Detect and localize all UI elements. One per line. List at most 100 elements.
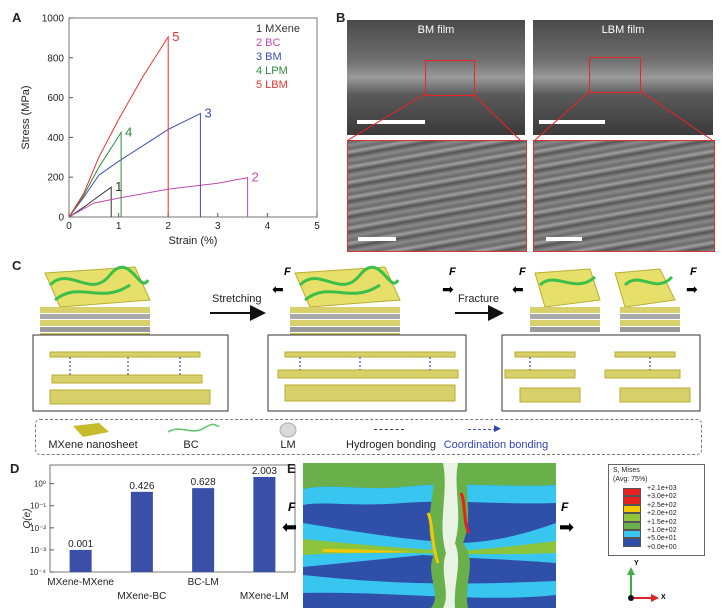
legend-level-label: +2.1e+03 bbox=[647, 485, 677, 492]
legend-entry-bm: 3 BM bbox=[256, 51, 282, 63]
mxene-nanosheet-icon bbox=[73, 423, 109, 437]
stretching-label: Stretching bbox=[212, 293, 262, 305]
stress-strain-chart: 0 1 2 3 4 5 0 200 400 600 800 1000 Strain (%) Stress … bbox=[20, 14, 320, 248]
bar-value-label: 2.003 bbox=[252, 466, 277, 477]
legend-mxene: MXene nanosheet bbox=[48, 439, 138, 451]
plot-frame bbox=[49, 464, 296, 573]
scale-bar bbox=[546, 237, 582, 241]
axis-triad bbox=[627, 567, 659, 602]
stress-contour-map bbox=[303, 463, 556, 608]
legend-level-label: +2.5e+02 bbox=[647, 501, 677, 509]
force-label-right: F bbox=[561, 500, 569, 514]
sem-zoom-bm bbox=[347, 140, 527, 252]
x-tick-label: 2 bbox=[165, 221, 171, 232]
legend-color-swatch bbox=[623, 496, 641, 505]
y-tick-label: 600 bbox=[47, 93, 64, 104]
x-tick-label: 0 bbox=[66, 221, 72, 232]
force-arrow-left-icon: ⬅ bbox=[282, 517, 298, 537]
x-tick-label: 4 bbox=[265, 221, 271, 232]
legend-level-label: +3.0e+02 bbox=[647, 493, 677, 501]
y-axis-label: Stress (MPa) bbox=[20, 85, 32, 149]
legend-bc: BC bbox=[183, 439, 199, 451]
x-tick-label: 3 bbox=[215, 221, 221, 232]
panel-label-a: A bbox=[12, 10, 22, 25]
force-label-left: F bbox=[288, 500, 296, 514]
series-line-mxene bbox=[68, 186, 112, 218]
legend-coordination-bonding: Coordination bonding bbox=[443, 439, 549, 451]
y-tick-label: 10⁻³ bbox=[30, 546, 46, 555]
bar-value-label: 0.628 bbox=[191, 477, 216, 488]
series-end-label: 5 bbox=[172, 29, 179, 44]
series-end-label: 3 bbox=[204, 106, 211, 121]
zoom-region-box bbox=[589, 57, 641, 93]
hydrogen-bond-line-icon bbox=[374, 429, 404, 430]
lm-droplet-icon bbox=[279, 422, 297, 438]
y-tick-label: 10⁻⁴ bbox=[29, 568, 46, 577]
y-tick-label: 400 bbox=[47, 133, 64, 144]
lbm-film-title: LBM film bbox=[601, 24, 645, 36]
film-stack-initial bbox=[40, 265, 151, 339]
panel-label-c: C bbox=[12, 258, 22, 273]
y-tick-label: 0 bbox=[58, 213, 64, 224]
y-tick-label: 10⁰ bbox=[34, 480, 46, 489]
legend-lm: LM bbox=[280, 439, 296, 451]
legend-color-swatch bbox=[623, 538, 641, 547]
x-category-label: MXene-MXene bbox=[47, 577, 114, 588]
legend-level-label: +1.0e+02 bbox=[647, 527, 677, 534]
x-axis-label: Strain (%) bbox=[169, 235, 218, 247]
legend-color-swatch bbox=[623, 530, 641, 539]
bar-bc-lm bbox=[192, 488, 215, 572]
legend-color-swatch bbox=[623, 521, 641, 530]
series-end-label: 2 bbox=[252, 170, 259, 185]
x-category-label: MXene-BC bbox=[117, 591, 166, 602]
scale-bar bbox=[357, 120, 425, 124]
series-end-label: 1 bbox=[115, 179, 122, 194]
panel-label-b: B bbox=[336, 10, 346, 25]
charge-transfer-bar-chart: 10⁰ 10⁻¹ 10⁻² 10⁻³ 10⁻⁴ Q(e) 0.001 MXene-MXene 0… bbox=[22, 464, 296, 602]
legend-entry-mxene: 1 MXene bbox=[256, 23, 300, 35]
sem-zoom-lbm bbox=[533, 140, 715, 252]
bc-fiber-icon bbox=[167, 423, 220, 433]
fracture-label: Fracture bbox=[458, 293, 499, 305]
series-line-bm bbox=[68, 112, 201, 218]
panel-label-e: E bbox=[287, 461, 296, 476]
sem-image-lbm: LBM film bbox=[533, 20, 713, 135]
y-axis-label: Q(e) bbox=[22, 509, 33, 529]
force-arrow-right-icon: ➡ bbox=[442, 281, 454, 297]
schematic-legend: MXene nanosheet BC LM Hydrogen bonding ▶… bbox=[35, 419, 702, 455]
legend-level-label: +1.5e+02 bbox=[647, 518, 677, 526]
force-arrow-left-icon: ⬅ bbox=[272, 281, 284, 297]
y-tick-label: 10⁻¹ bbox=[30, 502, 46, 511]
force-arrow-right-icon: ➡ bbox=[559, 517, 575, 537]
x-category-label: MXene-LM bbox=[240, 591, 289, 602]
legend-level-label: +5.0e+01 bbox=[647, 535, 677, 543]
legend-entry-bc: 2 BC bbox=[256, 37, 281, 49]
scale-bar bbox=[358, 237, 396, 241]
coordination-bond-arrow-icon bbox=[468, 429, 496, 430]
series-line-lpm bbox=[68, 130, 122, 218]
film-stack-fractured bbox=[530, 268, 680, 332]
series-line-lbm bbox=[68, 35, 169, 218]
zoom-region-box bbox=[425, 60, 475, 96]
y-tick-label: 1000 bbox=[42, 14, 65, 25]
legend-color-swatch bbox=[623, 504, 641, 514]
series-line-bc bbox=[68, 176, 249, 218]
x-tick-label: 1 bbox=[116, 221, 122, 232]
legend-level-label: +0.0e+00 bbox=[647, 543, 677, 551]
bar-value-label: 0.001 bbox=[68, 539, 93, 550]
bar-mxene-mxene bbox=[69, 549, 92, 572]
plot-frame bbox=[68, 17, 318, 218]
y-tick-label: 10⁻² bbox=[30, 524, 46, 533]
deformation-schematic bbox=[32, 265, 701, 412]
force-label: F bbox=[690, 266, 697, 278]
legend-subtitle: (Avg: 75%) bbox=[613, 476, 648, 483]
film-stack-stretched bbox=[290, 265, 401, 339]
x-category-label: BC-LM bbox=[188, 577, 219, 588]
legend-title: S, Mises bbox=[613, 467, 640, 474]
legend-color-swatch bbox=[623, 488, 641, 497]
series-end-label: 4 bbox=[125, 124, 132, 139]
force-label: F bbox=[519, 266, 526, 278]
bm-film-title: BM film bbox=[417, 24, 455, 36]
y-tick-label: 800 bbox=[47, 53, 64, 64]
